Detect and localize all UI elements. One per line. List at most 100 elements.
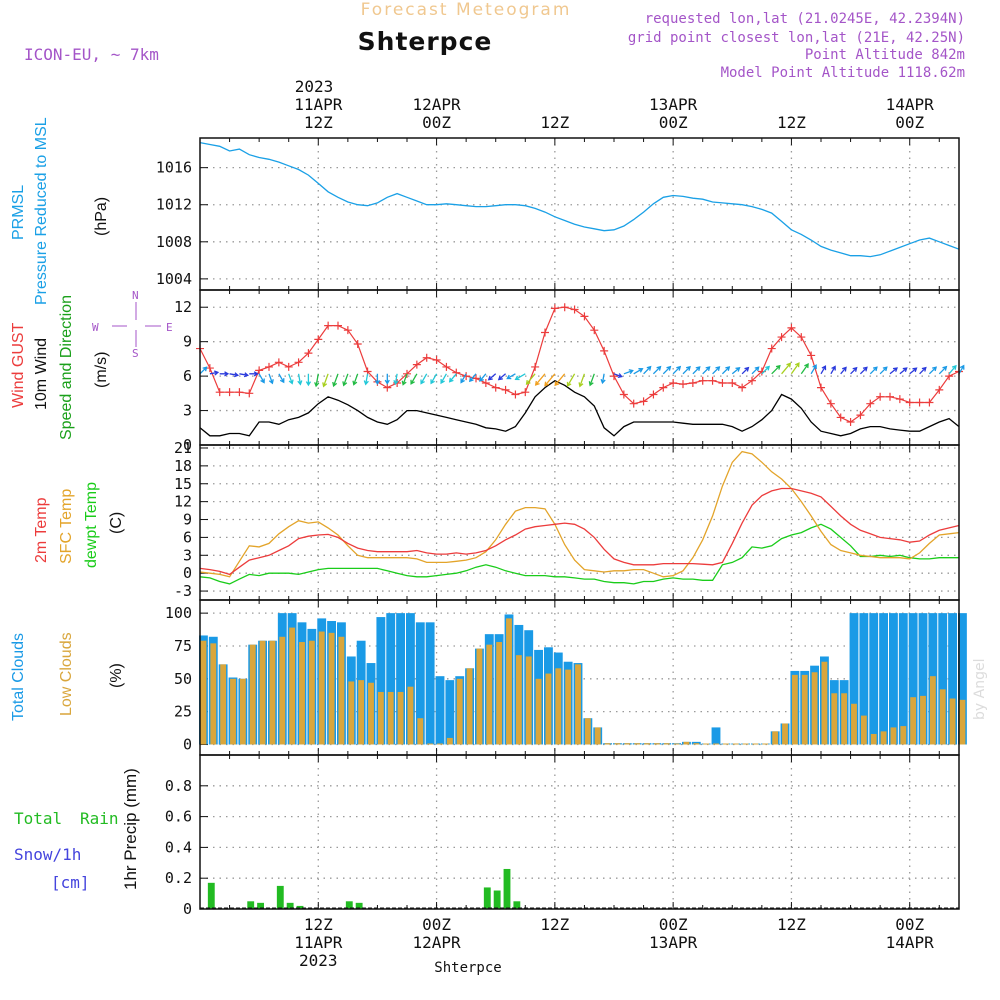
low-cloud-bar [811, 672, 818, 745]
sfc-temp-line [199, 450, 960, 578]
rain-bar [345, 901, 353, 909]
wind-direction-arrow [239, 372, 250, 378]
bottom-tick-label: 12Z [777, 915, 806, 934]
low-cloud-bar [900, 726, 907, 745]
y-tick-label: 0.6 [165, 808, 192, 826]
wind-dir-label: Speed and Direction [58, 295, 75, 440]
y-tick-label: 50 [174, 670, 192, 688]
wind-direction-arrow [448, 373, 457, 383]
low-cloud-bar [851, 703, 857, 745]
total-cloud-bar [435, 676, 445, 745]
wind-direction-arrow [633, 368, 644, 375]
wind-direction-arrow [919, 366, 927, 375]
y-tick-label: 21 [174, 439, 192, 457]
wind-direction-arrow [869, 366, 878, 375]
y-tick-label: 1016 [156, 159, 192, 177]
low-cloud-bar [318, 631, 325, 745]
y-tick-label: 0.8 [165, 777, 192, 795]
y-tick-label: 0 [183, 436, 192, 454]
y-tick-label: 6 [183, 528, 192, 546]
total-cloud-bar [898, 613, 908, 745]
location-title: Shterpce [358, 27, 493, 56]
total-clouds-label: Total Clouds [10, 633, 27, 721]
wind-direction-arrow [554, 373, 566, 387]
y-tick-label: 12 [174, 493, 192, 511]
total-cloud-bar [711, 727, 721, 745]
wind-direction-arrow [229, 372, 240, 378]
wind-gust-point [481, 379, 490, 387]
low-cloud-bar [870, 733, 877, 745]
low-cloud-bar [722, 743, 729, 745]
total-cloud-bar [908, 613, 918, 745]
wind-direction-arrow [440, 373, 447, 385]
low-cloud-bar [377, 691, 384, 745]
wind-direction-arrow [889, 367, 898, 375]
low-clouds-label: Low Clouds [58, 632, 75, 716]
wind-gust-point [866, 399, 875, 408]
wind-direction-arrow [305, 373, 312, 387]
low-cloud-bar [417, 718, 424, 745]
super-title: Forecast Meteogram [361, 0, 572, 20]
wind-direction-arrow [830, 365, 836, 375]
low-cloud-bar [673, 743, 680, 745]
footer-location: Shterpce [434, 960, 501, 976]
wind-direction-arrow [958, 364, 965, 375]
y-tick-label: 1008 [156, 233, 192, 251]
wind-direction-arrow [199, 366, 208, 375]
wind-gust-point [738, 383, 747, 392]
total-cloud-bar [386, 613, 396, 745]
total-cloud-bar [396, 613, 405, 745]
low-cloud-bar [200, 640, 207, 745]
wind-direction-arrow [761, 365, 770, 375]
wind-gust-point [895, 395, 904, 404]
compass-w: W [92, 321, 99, 334]
compass-rose: N S W E [92, 289, 173, 360]
bottom-tick-label: 00Z [895, 915, 924, 934]
low-cloud-bar [742, 743, 749, 745]
rain-label-2: Rain [80, 809, 119, 828]
wind-direction-arrow [652, 365, 662, 375]
total-cloud-bar [958, 613, 967, 745]
wind-gust-point [560, 303, 569, 312]
bottom-tick-label: 12Z [304, 915, 333, 934]
low-cloud-bar [949, 698, 956, 745]
dewpoint-line [199, 523, 959, 585]
wind-direction-arrow [468, 373, 477, 383]
low-cloud-bar [565, 669, 572, 745]
wind-direction-arrow [487, 373, 497, 381]
low-cloud-bar [860, 715, 867, 745]
wind-gust-point [570, 305, 579, 314]
y-tick-label: 100 [165, 604, 192, 622]
y-tick-label: 9 [183, 333, 192, 351]
rain-bar [355, 902, 363, 909]
low-cloud-bar [831, 693, 838, 745]
y-tick-label: 0 [183, 900, 192, 918]
wind-gust-point [817, 383, 825, 392]
clouds-unit: (%) [108, 663, 125, 688]
low-cloud-bar [782, 723, 788, 745]
total-cloud-bar [445, 680, 455, 745]
low-cloud-bar [880, 731, 887, 745]
wind-gust-point [501, 385, 510, 394]
wind-direction-arrow [352, 373, 359, 386]
wind-direction-arrow [410, 373, 418, 385]
wind-gust-point [610, 372, 618, 381]
wind-gust-point [511, 390, 520, 399]
low-cloud-bar [427, 743, 434, 745]
tdew-label: dewpt Temp [83, 482, 100, 568]
top-tick-label: 13APR [649, 95, 698, 114]
wind-direction-arrow [899, 367, 908, 375]
low-cloud-bar [239, 678, 246, 745]
wind-direction-arrow [506, 373, 516, 380]
low-cloud-bar [584, 718, 591, 745]
total-cloud-bar [938, 613, 948, 745]
wind-direction-arrow [393, 373, 399, 386]
bottom-tick-label: 11APR [294, 933, 343, 952]
t2m-line [199, 487, 960, 576]
snow-label: Snow/1h [14, 845, 81, 864]
wind-gust-point [639, 397, 648, 406]
low-cloud-bar [910, 697, 917, 745]
requested-point: requested lon,lat (21.0245E, 42.2394N) [645, 11, 965, 27]
bottom-tick-label: 00Z [422, 915, 451, 934]
rain-bar [296, 905, 304, 909]
